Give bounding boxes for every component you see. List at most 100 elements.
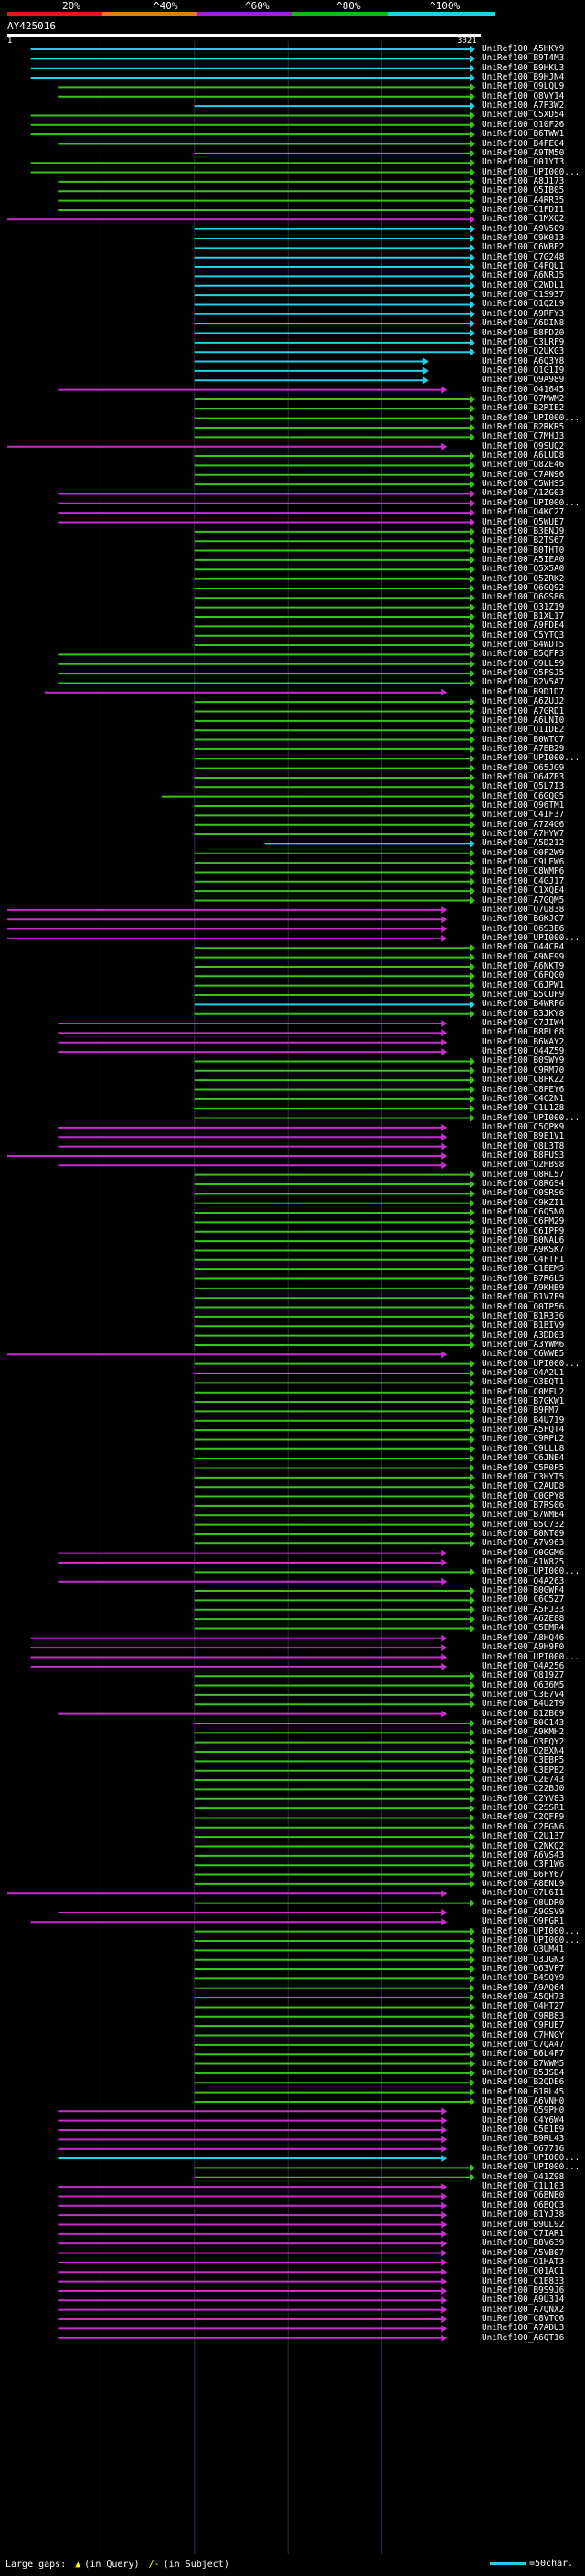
hit-label[interactable]: UniRef100_Q7MWM2	[482, 393, 565, 404]
hit-label[interactable]: UniRef100_C4FQU1	[482, 261, 565, 272]
hit-label[interactable]: UniRef100_UPI000...	[482, 1112, 580, 1123]
hit-label[interactable]: UniRef100_Q0SRS6	[482, 1188, 565, 1199]
hit-label[interactable]: UniRef100_A7V963	[482, 1538, 565, 1549]
hit-label[interactable]: UniRef100_C2YV83	[482, 1793, 565, 1804]
hit-label[interactable]: UniRef100_A8ENL9	[482, 1878, 565, 1889]
hit-label[interactable]: UniRef100_A6QT16	[482, 2332, 565, 2343]
hit-label[interactable]: UniRef100_B7R6L5	[482, 1273, 565, 1284]
hit-label[interactable]: UniRef100_A7GQM5	[482, 895, 565, 906]
hit-label[interactable]: UniRef100_A9NE99	[482, 951, 565, 962]
hit-label[interactable]: UniRef100_B1V7F9	[482, 1292, 565, 1303]
hit-label[interactable]: UniRef100_C1MXQ2	[482, 214, 565, 225]
hit-label[interactable]: UniRef100_A6ZUJ2	[482, 696, 565, 707]
hit-label[interactable]: UniRef100_Q4A2U1	[482, 1368, 565, 1378]
hit-label[interactable]: UniRef100_Q8ZE46	[482, 460, 565, 471]
hit-label[interactable]: UniRef100_C2U137	[482, 1831, 565, 1842]
hit-label[interactable]: UniRef100_B3ENJ9	[482, 525, 565, 536]
hit-label[interactable]: UniRef100_A6VNH0	[482, 2095, 565, 2106]
hit-label[interactable]: UniRef100_C9RM70	[482, 1065, 565, 1076]
hit-label[interactable]: UniRef100_Q4HT27	[482, 2001, 565, 2012]
hit-label[interactable]: UniRef100_C2PGN6	[482, 1821, 565, 1832]
hit-label[interactable]: UniRef100_Q5ZRK2	[482, 573, 565, 584]
hit-label[interactable]: UniRef100_C0GPY8	[482, 1490, 565, 1501]
hit-label[interactable]: UniRef100_Q44Z59	[482, 1046, 565, 1057]
hit-label[interactable]: UniRef100_Q8L3T8	[482, 1140, 565, 1151]
hit-label[interactable]: UniRef100_B5QFP3	[482, 649, 565, 660]
hit-label[interactable]: UniRef100_B1XL17	[482, 611, 565, 621]
hit-label[interactable]: UniRef100_UPI000...	[482, 2153, 580, 2164]
hit-label[interactable]: UniRef100_B0GWF4	[482, 1585, 565, 1596]
hit-label[interactable]: UniRef100_C2AUD8	[482, 1481, 565, 1492]
hit-label[interactable]: UniRef100_C5EMR4	[482, 1623, 565, 1634]
hit-label[interactable]: UniRef100_B8V639	[482, 2238, 565, 2249]
hit-label[interactable]: UniRef100_B0THT0	[482, 545, 565, 556]
hit-label[interactable]: UniRef100_C4C2N1	[482, 1093, 565, 1104]
hit-label[interactable]: UniRef100_B7WMB4	[482, 1510, 565, 1521]
hit-label[interactable]: UniRef100_Q9SUQ2	[482, 440, 565, 451]
hit-label[interactable]: UniRef100_C2NKQ2	[482, 1840, 565, 1851]
hit-label[interactable]: UniRef100_C5YTQ3	[482, 630, 565, 641]
hit-label[interactable]: UniRef100_Q8RL57	[482, 1169, 565, 1180]
hit-label[interactable]: UniRef100_A7GRD1	[482, 705, 565, 716]
hit-label[interactable]: UniRef100_B0C143	[482, 1717, 565, 1728]
hit-label[interactable]: UniRef100_A9H9F0	[482, 1642, 565, 1653]
hit-label[interactable]: UniRef100_C1L1Z8	[482, 1103, 565, 1114]
hit-label[interactable]: UniRef100_A5VB07	[482, 2247, 565, 2258]
hit-label[interactable]: UniRef100_A3YWM6	[482, 1339, 565, 1350]
hit-label[interactable]: UniRef100_C6JNE4	[482, 1453, 565, 1464]
hit-label[interactable]: UniRef100_A5IEA0	[482, 554, 565, 565]
hit-label[interactable]: UniRef100_Q819Z7	[482, 1670, 565, 1681]
hit-label[interactable]: UniRef100_B2V5A7	[482, 677, 565, 688]
hit-label[interactable]: UniRef100_C1EEM5	[482, 1264, 565, 1275]
hit-label[interactable]: UniRef100_C9RPL2	[482, 1434, 565, 1445]
hit-label[interactable]: UniRef100_Q9FGR1	[482, 1916, 565, 1927]
hit-label[interactable]: UniRef100_A1ZG03	[482, 488, 565, 499]
hit-label[interactable]: UniRef100_Q0TP56	[482, 1301, 565, 1312]
hit-label[interactable]: UniRef100_B6L4F7	[482, 2049, 565, 2060]
hit-label[interactable]: UniRef100_UPI000...	[482, 166, 580, 177]
hit-label[interactable]: UniRef100_A6LUD8	[482, 451, 565, 461]
hit-label[interactable]: UniRef100_Q9A989	[482, 375, 565, 386]
hit-label[interactable]: UniRef100_Q3JGN3	[482, 1954, 565, 1965]
hit-label[interactable]: UniRef100_UPI000...	[482, 497, 580, 508]
hit-label[interactable]: UniRef100_Q6S3E6	[482, 923, 565, 934]
hit-label[interactable]: UniRef100_C7G248	[482, 251, 565, 262]
hit-label[interactable]: UniRef100_Q5L7I3	[482, 781, 565, 792]
hit-label[interactable]: UniRef100_Q9LL59	[482, 658, 565, 669]
hit-label[interactable]: UniRef100_B2TS67	[482, 535, 565, 546]
hit-label[interactable]: UniRef100_UPI000...	[482, 932, 580, 943]
hit-label[interactable]: UniRef100_Q64ZB3	[482, 771, 565, 782]
hit-label[interactable]: UniRef100_B6FY67	[482, 1869, 565, 1880]
hit-label[interactable]: UniRef100_C6JPW1	[482, 980, 565, 991]
hit-label[interactable]: UniRef100_C2ZBJ0	[482, 1784, 565, 1795]
hit-label[interactable]: UniRef100_A7ADU3	[482, 2323, 565, 2334]
hit-label[interactable]: UniRef100_Q5X5A0	[482, 564, 565, 575]
hit-label[interactable]: UniRef100_B7WWM5	[482, 2058, 565, 2069]
hit-label[interactable]: UniRef100_Q9LQU9	[482, 81, 565, 92]
hit-label[interactable]: UniRef100_C9K013	[482, 233, 565, 243]
hit-label[interactable]: UniRef100_A8J173	[482, 175, 565, 186]
hit-label[interactable]: UniRef100_B9FM7	[482, 1405, 559, 1416]
hit-label[interactable]: UniRef100_C7JIW4	[482, 1018, 565, 1029]
hit-label[interactable]: UniRef100_C6GQG5	[482, 790, 565, 801]
hit-label[interactable]: UniRef100_Q7L6I1	[482, 1888, 565, 1899]
hit-label[interactable]: UniRef100_C7HNGY	[482, 2030, 565, 2041]
hit-label[interactable]: UniRef100_C1XQE4	[482, 885, 565, 896]
hit-label[interactable]: UniRef100_B0NT09	[482, 1528, 565, 1539]
hit-label[interactable]: UniRef100_B8BL68	[482, 1027, 565, 1038]
hit-label[interactable]: UniRef100_C3EBP5	[482, 1755, 565, 1766]
hit-label[interactable]: UniRef100_B4FEG4	[482, 138, 565, 149]
hit-label[interactable]: UniRef100_Q59PH0	[482, 2105, 565, 2116]
hit-label[interactable]: UniRef100_Q96TM1	[482, 800, 565, 811]
hit-label[interactable]: UniRef100_C7IAR1	[482, 2228, 565, 2239]
hit-label[interactable]: UniRef100_A5FQT4	[482, 1425, 565, 1436]
hit-label[interactable]: UniRef100_B3JKY8	[482, 1008, 565, 1019]
hit-label[interactable]: UniRef100_B4U719	[482, 1415, 565, 1426]
hit-label[interactable]: UniRef100_Q41Z98	[482, 2171, 565, 2182]
hit-label[interactable]: UniRef100_Q8UDR0	[482, 1897, 565, 1908]
hit-label[interactable]: UniRef100_Q6BQC3	[482, 2200, 565, 2210]
hit-label[interactable]: UniRef100_A9KSK7	[482, 1245, 565, 1256]
hit-label[interactable]: UniRef100_C6PM29	[482, 1216, 565, 1227]
hit-label[interactable]: UniRef100_Q4A256	[482, 1660, 565, 1671]
hit-label[interactable]: UniRef100_B5JSD4	[482, 2067, 565, 2078]
